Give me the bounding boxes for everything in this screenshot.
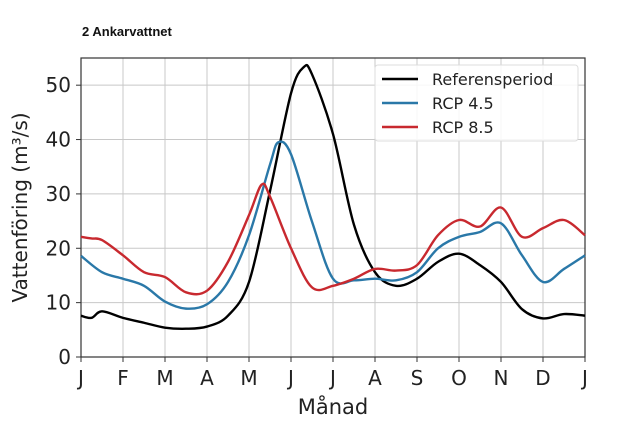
legend-label: RCP 8.5: [432, 118, 494, 137]
chart-title: 2 Ankarvattnet: [82, 24, 172, 39]
x-tick-label: A: [368, 366, 382, 390]
y-tick-label: 20: [46, 236, 71, 260]
x-tick-label: J: [580, 366, 588, 390]
y-tick-label: 30: [46, 182, 71, 206]
legend-box: [374, 64, 579, 142]
x-tick-label: J: [328, 366, 336, 390]
x-tick-label: A: [200, 366, 214, 390]
legend-label: Referensperiod: [432, 70, 553, 89]
x-tick-label: M: [156, 366, 173, 390]
x-tick-label: O: [451, 366, 467, 390]
x-tick-label: M: [240, 366, 257, 390]
legend: Referensperiod RCP 4.5 RCP 8.5: [374, 64, 579, 142]
legend-label: RCP 4.5: [432, 94, 494, 113]
plot-frame: [80, 57, 586, 358]
y-tick-label: 40: [46, 128, 71, 152]
series-line-referensperiod: [80, 63, 586, 330]
y-tick-label: 50: [46, 73, 71, 97]
x-tick-label: S: [411, 366, 424, 390]
x-tick-label: F: [117, 366, 129, 390]
y-tick-label: 0: [58, 345, 71, 369]
x-tick-label: J: [286, 366, 294, 390]
y-tick-label: 10: [46, 291, 71, 315]
x-tick-label: N: [494, 366, 509, 390]
x-tick-label: J: [76, 366, 84, 390]
x-tick-label: D: [535, 366, 550, 390]
series-line-rcp-8-5: [80, 182, 586, 296]
x-axis-label: Månad: [298, 394, 369, 419]
y-axis-label: Vattenföring (m³/s): [8, 112, 32, 302]
series-line-rcp-4-5: [80, 140, 586, 310]
